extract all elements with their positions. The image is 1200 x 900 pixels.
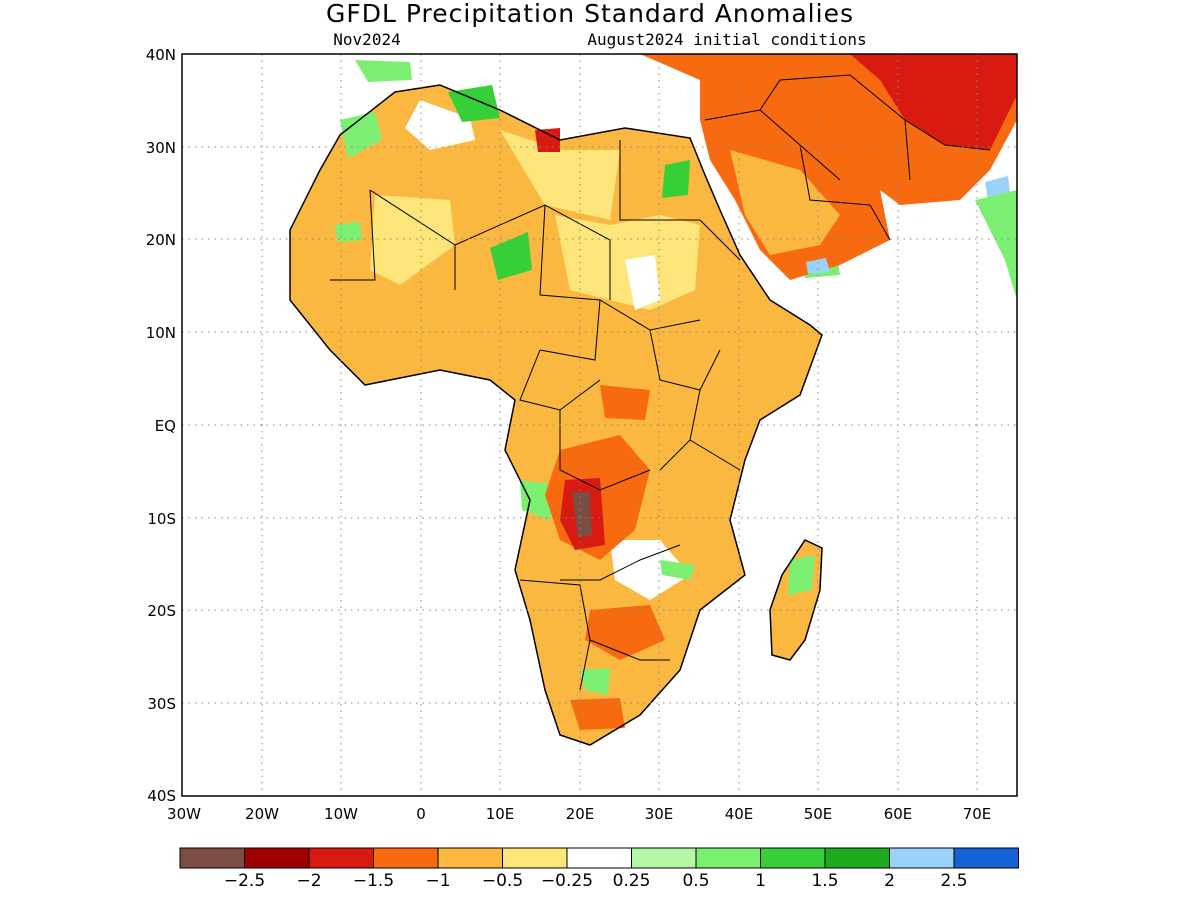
dry-anomaly-congo-north bbox=[600, 385, 650, 420]
lat-label: 40S bbox=[147, 787, 176, 805]
libya-weak-anomaly bbox=[500, 130, 620, 220]
africa-coastline bbox=[289, 84, 823, 746]
wet-anomaly-mozambique bbox=[660, 560, 695, 580]
colorbar-swatch bbox=[631, 847, 697, 869]
lon-label: 10E bbox=[486, 805, 515, 823]
lat-label: EQ bbox=[155, 417, 176, 435]
lon-axis: 30W 20W 10W 0 10E 20E 30E 40E 50E 60E 70… bbox=[167, 805, 991, 823]
arabia-moderate-dry bbox=[730, 150, 840, 255]
colorbar-label: 0.25 bbox=[613, 871, 651, 891]
lon-label: 10W bbox=[324, 805, 358, 823]
colorbar-swatch bbox=[437, 847, 503, 869]
wet-anomaly-atlas bbox=[355, 60, 412, 82]
colorbar-swatch bbox=[889, 847, 955, 869]
lon-label: 70E bbox=[963, 805, 992, 823]
dry-anomaly-extreme bbox=[572, 492, 592, 538]
valid-month-label: Nov2024 bbox=[333, 30, 400, 49]
madagascar-wet bbox=[788, 555, 815, 595]
wet-anomaly-mali bbox=[335, 222, 362, 242]
lon-label: 30E bbox=[645, 805, 674, 823]
iran-strong-dry bbox=[850, 54, 1017, 150]
colorbar-label: −1.5 bbox=[353, 871, 394, 891]
colorbar-label: −0.25 bbox=[541, 871, 593, 891]
colorbar-swatch bbox=[244, 847, 310, 869]
madagascar-coastline bbox=[769, 539, 823, 661]
wet-anomaly-angola-coast bbox=[520, 480, 555, 520]
lat-label: 20S bbox=[147, 602, 176, 620]
lon-label: 50E bbox=[804, 805, 833, 823]
sahara-weak-anomaly bbox=[370, 195, 455, 285]
colorbar-label: −2 bbox=[296, 871, 321, 891]
colorbar-label: 0.5 bbox=[682, 871, 709, 891]
colorbar-swatch bbox=[566, 847, 632, 869]
colorbar-swatch bbox=[502, 847, 568, 869]
colorbar-label: 2.5 bbox=[940, 871, 967, 891]
colorbar-label: −1 bbox=[425, 871, 450, 891]
wet-anomaly-morocco-coast bbox=[340, 112, 382, 158]
colorbar-swatch bbox=[308, 847, 374, 869]
colorbar-swatch bbox=[373, 847, 439, 869]
lon-label: 60E bbox=[884, 805, 913, 823]
wet-anomaly-south-africa bbox=[580, 668, 610, 695]
map-frame bbox=[181, 53, 1018, 797]
colorbar-swatch bbox=[760, 847, 826, 869]
lat-label: 40N bbox=[146, 46, 176, 64]
dry-anomaly-libya-strong bbox=[535, 128, 560, 152]
middle-east-borders bbox=[704, 74, 991, 241]
dry-anomaly-cape bbox=[570, 698, 625, 730]
lon-label: 30W bbox=[167, 805, 201, 823]
lon-label: 20W bbox=[245, 805, 279, 823]
colorbar-label: 1.5 bbox=[811, 871, 838, 891]
colorbar-swatch bbox=[953, 847, 1019, 869]
colorbar-label: −2.5 bbox=[224, 871, 265, 891]
lat-label: 20N bbox=[146, 231, 176, 249]
colorbar: −2.5 −2 −1.5 −1 −0.5 −0.25 0.25 0.5 1 1.5 2 2.5 bbox=[179, 847, 1019, 891]
india-landmass bbox=[975, 190, 1017, 300]
nearnormal-patch-3 bbox=[610, 540, 690, 600]
lat-label: 30N bbox=[146, 139, 176, 157]
lat-axis: 40N 30N 20N 10N EQ 10S 20S 30S 40S bbox=[146, 46, 176, 805]
colorbar-label: 2 bbox=[884, 871, 895, 891]
figure-title: GFDL Precipitation Standard Anomalies bbox=[326, 0, 854, 28]
lat-label: 30S bbox=[147, 695, 176, 713]
lat-label: 10S bbox=[147, 510, 176, 528]
lat-label: 10N bbox=[146, 324, 176, 342]
colorbar-swatch bbox=[824, 847, 890, 869]
nearnormal-patch-2 bbox=[625, 255, 660, 310]
init-conditions-label: August2024 initial conditions bbox=[587, 30, 866, 49]
wet-anomaly-egypt bbox=[662, 160, 690, 198]
lon-label: 40E bbox=[725, 805, 754, 823]
country-borders bbox=[330, 140, 741, 691]
colorbar-swatch bbox=[179, 847, 245, 869]
colorbar-label: −0.5 bbox=[482, 871, 523, 891]
nearnormal-patch-1 bbox=[405, 100, 475, 150]
arabia-wet-spot bbox=[806, 258, 830, 274]
colorbar-label: 1 bbox=[755, 871, 766, 891]
map-gridlines bbox=[182, 54, 1017, 796]
lon-label: 0 bbox=[416, 805, 426, 823]
lon-label: 20E bbox=[566, 805, 595, 823]
colorbar-swatch bbox=[695, 847, 761, 869]
